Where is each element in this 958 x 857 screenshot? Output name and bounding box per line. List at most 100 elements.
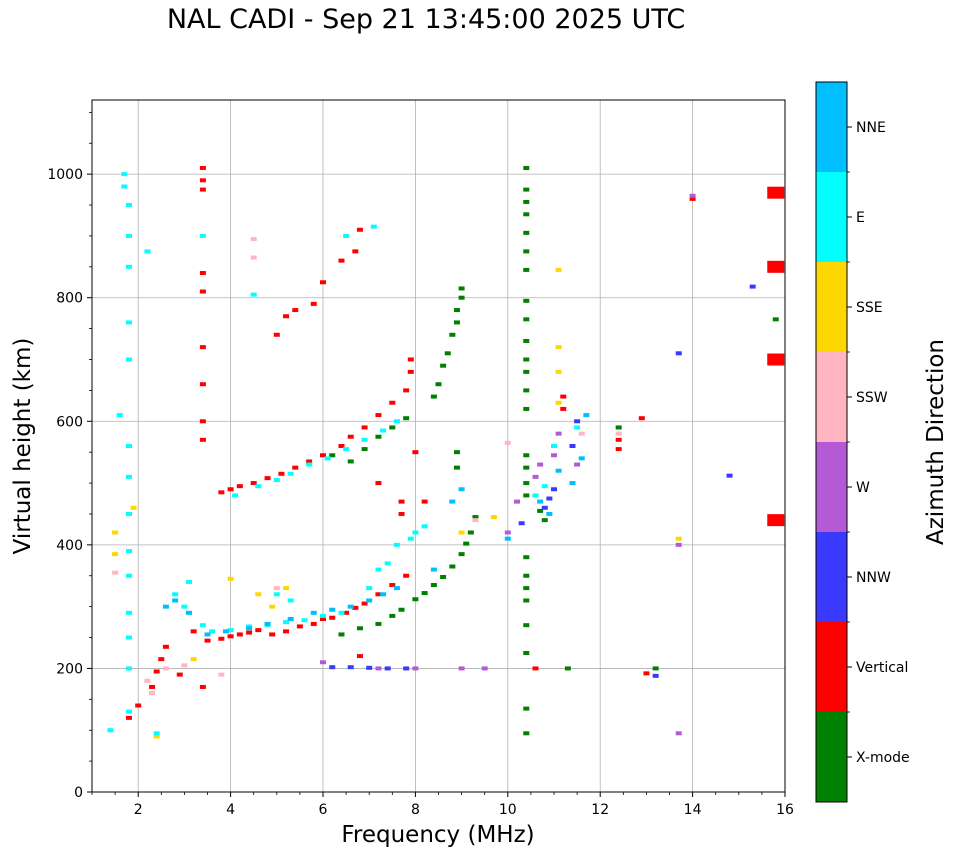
y-tick-label: 600 bbox=[56, 414, 83, 430]
data-point-nne bbox=[504, 536, 511, 541]
data-point-vertical bbox=[158, 657, 165, 662]
data-point-vertical bbox=[283, 314, 290, 319]
data-point-sse bbox=[227, 576, 234, 581]
data-point-x-mode bbox=[523, 317, 530, 322]
data-point-x-mode bbox=[523, 298, 530, 303]
data-point-vertical bbox=[407, 369, 414, 374]
data-point-nne bbox=[287, 617, 294, 621]
data-point-vertical bbox=[352, 249, 359, 254]
data-point-x-mode bbox=[440, 574, 447, 579]
data-point-x-mode bbox=[523, 388, 530, 393]
data-point-sse bbox=[130, 505, 137, 510]
data-point-vertical bbox=[375, 592, 382, 597]
data-point-w bbox=[320, 660, 326, 665]
data-point-e bbox=[153, 731, 160, 736]
data-point-x-mode bbox=[453, 450, 460, 455]
data-point-x-mode bbox=[444, 351, 451, 356]
data-point-x-mode bbox=[375, 621, 382, 626]
data-point-sse bbox=[555, 400, 562, 405]
data-point-x-mode bbox=[389, 613, 396, 618]
data-point-vertical bbox=[767, 186, 785, 199]
data-point-vertical bbox=[310, 301, 317, 306]
data-point-vertical bbox=[407, 357, 414, 362]
y-tick-label: 200 bbox=[56, 661, 83, 677]
data-point-x-mode bbox=[772, 317, 779, 322]
data-point-x-mode bbox=[361, 447, 368, 452]
data-point-nnw bbox=[329, 665, 336, 670]
data-point-vertical bbox=[283, 629, 290, 634]
data-point-vertical bbox=[176, 672, 183, 677]
points-layer bbox=[107, 165, 785, 739]
y-tick-label: 0 bbox=[74, 785, 83, 801]
y-tick-label: 800 bbox=[56, 291, 83, 307]
data-point-e bbox=[370, 224, 377, 229]
data-point-e bbox=[125, 709, 132, 714]
data-point-vertical bbox=[767, 260, 785, 273]
data-point-vertical bbox=[227, 634, 234, 639]
data-point-w bbox=[689, 193, 696, 198]
data-point-x-mode bbox=[430, 583, 437, 588]
data-point-w bbox=[574, 462, 581, 467]
data-point-vertical bbox=[199, 684, 206, 689]
data-point-e bbox=[343, 233, 350, 238]
data-point-e bbox=[125, 474, 132, 479]
data-point-x-mode bbox=[537, 508, 544, 513]
data-point-e bbox=[255, 484, 262, 489]
data-point-x-mode bbox=[412, 597, 419, 602]
data-point-x-mode bbox=[338, 632, 345, 637]
data-point-x-mode bbox=[403, 416, 410, 421]
data-point-e bbox=[125, 666, 132, 671]
data-point-e bbox=[301, 618, 308, 623]
data-point-vertical bbox=[199, 419, 206, 424]
data-point-nne bbox=[246, 626, 253, 631]
data-point-vertical bbox=[403, 388, 410, 393]
data-point-nnw bbox=[518, 521, 525, 526]
data-point-x-mode bbox=[463, 541, 470, 546]
data-point-vertical bbox=[412, 450, 419, 455]
data-point-nne bbox=[329, 607, 336, 612]
data-point-e bbox=[116, 413, 123, 418]
data-point-ssw bbox=[112, 570, 119, 575]
data-point-vertical bbox=[149, 684, 156, 689]
data-point-e bbox=[121, 184, 128, 189]
data-point-sse bbox=[675, 536, 682, 541]
data-point-nnw bbox=[347, 665, 354, 670]
data-point-sse bbox=[458, 530, 465, 535]
data-point-vertical bbox=[560, 394, 567, 399]
data-point-w bbox=[675, 731, 682, 736]
data-point-w bbox=[551, 453, 557, 458]
data-point-sse bbox=[190, 657, 197, 662]
data-point-e bbox=[287, 471, 294, 476]
data-point-e bbox=[361, 437, 368, 442]
colorbar-swatch bbox=[816, 82, 847, 172]
data-point-vertical bbox=[356, 654, 363, 659]
data-point-vertical bbox=[199, 165, 206, 170]
data-point-nne bbox=[555, 468, 562, 473]
data-point-nne bbox=[204, 632, 211, 637]
data-point-nne bbox=[578, 456, 585, 461]
data-point-w bbox=[375, 666, 382, 671]
data-point-e bbox=[121, 172, 128, 177]
data-point-vertical bbox=[398, 511, 405, 516]
data-point-x-mode bbox=[453, 308, 460, 313]
data-point-e bbox=[125, 357, 132, 362]
data-point-e bbox=[532, 493, 539, 498]
data-point-w bbox=[532, 474, 539, 479]
data-point-vertical bbox=[153, 669, 160, 674]
data-point-vertical bbox=[403, 573, 410, 578]
data-point-vertical bbox=[218, 636, 225, 641]
data-point-nne bbox=[347, 604, 354, 609]
data-point-e bbox=[125, 203, 132, 208]
data-point-nne bbox=[380, 592, 387, 597]
data-point-nne bbox=[222, 629, 229, 634]
data-point-vertical bbox=[356, 227, 363, 232]
data-point-x-mode bbox=[523, 338, 530, 343]
data-point-e bbox=[366, 586, 373, 591]
data-point-e bbox=[250, 292, 257, 297]
data-point-sse bbox=[112, 552, 119, 557]
data-point-vertical bbox=[689, 196, 696, 201]
data-point-nne bbox=[172, 598, 179, 603]
data-point-vertical bbox=[615, 447, 622, 452]
data-point-e bbox=[125, 549, 132, 554]
data-point-e bbox=[199, 623, 206, 628]
